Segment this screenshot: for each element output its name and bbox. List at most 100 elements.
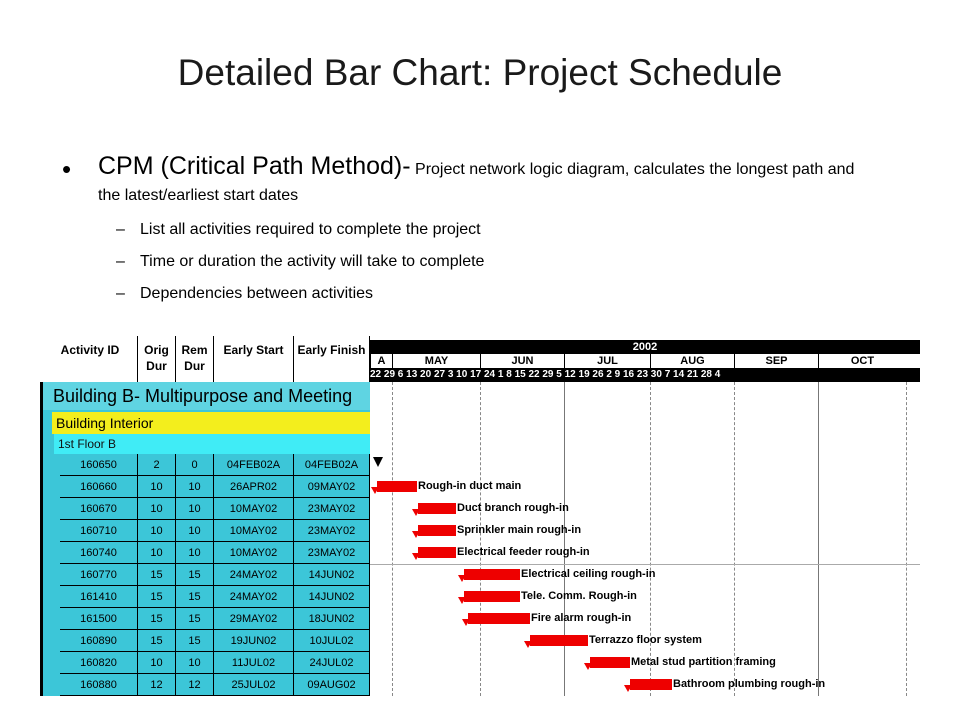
month-label: A (370, 354, 392, 368)
cell-rem: 10 (176, 498, 214, 520)
dash-icon: – (116, 253, 125, 270)
cell-id: 161500 (60, 608, 138, 630)
cell-rem: 0 (176, 454, 214, 476)
gridline (392, 382, 393, 696)
bar-label: Rough-in duct main (418, 480, 522, 492)
gridline (734, 382, 735, 696)
gridline (906, 382, 907, 696)
cell-start: 19JUN02 (214, 630, 294, 652)
bullet-dot: • (62, 154, 72, 184)
cell-finish: 24JUL02 (294, 652, 370, 674)
table-row: 160650 2 0 04FEB02A 04FEB02A (60, 454, 370, 476)
dependency-arrow-icon (462, 619, 470, 626)
month-label: SEP (734, 354, 818, 368)
header-early-finish: Early Finish (294, 336, 370, 382)
subbullet-text: Dependencies between activities (140, 285, 374, 302)
group-building-b: Building B- Multipurpose and Meeting (43, 382, 370, 410)
cell-rem: 10 (176, 476, 214, 498)
dependency-arrow-icon (624, 685, 632, 692)
gantt-header: Activity ID Orig Dur Rem Dur Early Start… (40, 336, 920, 382)
bullet-cpm: • CPM (Critical Path Method)- Project ne… (58, 152, 878, 209)
cell-start: 26APR02 (214, 476, 294, 498)
schedule-bar (468, 613, 530, 624)
table-row: 160770 15 15 24MAY02 14JUN02 (60, 564, 370, 586)
cell-rem: 15 (176, 564, 214, 586)
cell-id: 160660 (60, 476, 138, 498)
cell-start: 10MAY02 (214, 542, 294, 564)
dependency-arrow-icon (458, 575, 466, 582)
schedule-bar (418, 547, 456, 558)
header-activity-id: Activity ID (43, 336, 138, 382)
cell-rem: 15 (176, 608, 214, 630)
cell-id: 160710 (60, 520, 138, 542)
cell-orig: 10 (138, 476, 176, 498)
cell-finish: 23MAY02 (294, 498, 370, 520)
gridline (564, 382, 565, 696)
cell-start: 11JUL02 (214, 652, 294, 674)
bar-label: Duct branch rough-in (457, 502, 569, 514)
cell-finish: 04FEB02A (294, 454, 370, 476)
dependency-arrow-icon (412, 553, 420, 560)
header-early-start: Early Start (214, 336, 294, 382)
bar-label: Terrazzo floor system (589, 634, 702, 646)
dependency-arrow-icon (524, 641, 532, 648)
dash-icon: – (116, 285, 125, 302)
cell-id: 160770 (60, 564, 138, 586)
subbullet-1: – List all activities required to comple… (58, 221, 878, 243)
bullet-lead: CPM (Critical Path Method)- (98, 152, 411, 180)
dependency-arrow-icon (458, 597, 466, 604)
group-1st-floor: 1st Floor B (54, 434, 370, 454)
cell-start: 10MAY02 (214, 498, 294, 520)
dash-icon: – (116, 221, 125, 238)
subbullet-text: List all activities required to complete… (140, 221, 481, 238)
group-building-interior: Building Interior (52, 412, 370, 434)
header-orig-dur: Orig Dur (138, 336, 176, 382)
year-label: 2002 (370, 340, 920, 354)
cell-finish: 14JUN02 (294, 564, 370, 586)
cell-id: 160670 (60, 498, 138, 520)
table-row: 160740 10 10 10MAY02 23MAY02 (60, 542, 370, 564)
cell-finish: 23MAY02 (294, 520, 370, 542)
cell-rem: 15 (176, 586, 214, 608)
cell-start: 24MAY02 (214, 564, 294, 586)
dependency-arrow-icon (371, 487, 379, 494)
month-label: JUN (480, 354, 564, 368)
cell-start: 29MAY02 (214, 608, 294, 630)
cell-orig: 15 (138, 564, 176, 586)
cell-start: 04FEB02A (214, 454, 294, 476)
gridline (650, 382, 651, 696)
cell-rem: 12 (176, 674, 214, 696)
table-row: 160660 10 10 26APR02 09MAY02 (60, 476, 370, 498)
table-row: 160890 15 15 19JUN02 10JUL02 (60, 630, 370, 652)
cell-id: 160880 (60, 674, 138, 696)
schedule-bar (418, 525, 456, 536)
table-row: 161500 15 15 29MAY02 18JUN02 (60, 608, 370, 630)
schedule-bar (630, 679, 672, 690)
schedule-bar (530, 635, 588, 646)
bar-label: Electrical ceiling rough-in (521, 568, 656, 580)
cell-orig: 15 (138, 608, 176, 630)
cell-orig: 10 (138, 498, 176, 520)
milestone-icon (373, 457, 383, 467)
schedule-bar (377, 481, 417, 492)
cell-id: 160650 (60, 454, 138, 476)
table-row: 161410 15 15 24MAY02 14JUN02 (60, 586, 370, 608)
schedule-bar (464, 569, 520, 580)
cell-finish: 14JUN02 (294, 586, 370, 608)
slide-title: Detailed Bar Chart: Project Schedule (177, 52, 783, 93)
cell-rem: 10 (176, 542, 214, 564)
table-row: 160820 10 10 11JUL02 24JUL02 (60, 652, 370, 674)
bar-label: Electrical feeder rough-in (457, 546, 590, 558)
bullet-rest: Project network logic diagram, calculate… (98, 161, 855, 204)
cell-start: 25JUL02 (214, 674, 294, 696)
cell-id: 160820 (60, 652, 138, 674)
cell-id: 160890 (60, 630, 138, 652)
cell-id: 160740 (60, 542, 138, 564)
bar-label: Metal stud partition framing (631, 656, 776, 668)
subbullet-text: Time or duration the activity will take … (140, 253, 485, 270)
month-label: AUG (650, 354, 734, 368)
cell-id: 161410 (60, 586, 138, 608)
table-row: 160670 10 10 10MAY02 23MAY02 (60, 498, 370, 520)
cell-orig: 10 (138, 520, 176, 542)
dependency-arrow-icon (412, 509, 420, 516)
